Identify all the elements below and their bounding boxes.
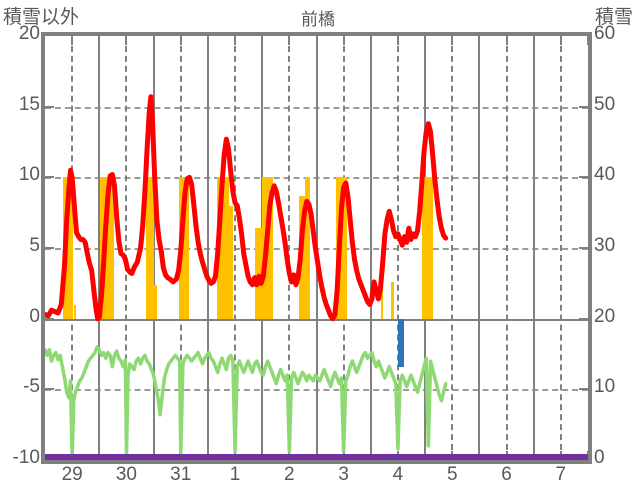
y-axis-tickmark [45,176,54,179]
right-axis-title: 積雪 [594,7,633,28]
day-boundary-gridline [478,36,481,460]
orange-bar [421,177,433,319]
red-line [42,94,449,322]
day-boundary-gridline [98,36,101,460]
x-axis-tickmark [125,36,128,45]
y-axis-label-right: 0 [594,447,605,468]
y-axis-tickmark [45,388,54,391]
y-axis-label-left: 10 [18,164,40,186]
y-axis-label-right: 10 [594,376,616,398]
y-axis-tickmark [45,105,54,108]
x-axis-tickmark [396,36,399,45]
day-boundary-gridline [206,36,209,460]
orange-bar [391,281,394,319]
x-axis-tickmark [71,36,74,45]
orange-bar [186,284,190,319]
day-boundary-gridline [152,36,155,460]
x-axis-label: 2 [284,464,295,485]
orange-bar [178,177,190,319]
y-axis-label-right: 40 [594,164,616,186]
x-axis-tickmark [234,36,237,45]
x-axis-label: 5 [446,464,458,485]
half-day-gridline [125,36,128,460]
orange-bar [73,304,77,319]
left-axis-title: 積雪以外 [3,7,80,28]
y-axis-label-right: 20 [594,305,616,327]
orange-bar [216,177,229,319]
y-axis-label-left: -10 [12,447,40,468]
orange-bar [62,177,74,319]
half-day-gridline [451,36,454,460]
orange-bar [228,205,233,319]
series-layer [42,94,449,459]
blue-bar [397,318,405,367]
x-axis-label: 7 [555,464,567,485]
x-axis-tickmark [288,36,291,45]
half-day-gridline [234,36,237,460]
orange-bar [254,228,263,319]
orange-bar [153,284,157,319]
half-day-gridline [505,36,508,460]
half-day-gridline [559,36,562,460]
y-axis-label-left: 20 [18,23,40,44]
x-axis-label: 29 [61,464,83,485]
y-axis-label-left: 5 [29,235,40,256]
snow-depth-baseline [45,454,588,460]
y-axis-tickmark [579,176,588,179]
y-axis-tickmark [579,388,588,391]
y-axis-tickmark [579,105,588,108]
y-axis-tickmark [45,317,54,320]
orange-bar [342,248,345,319]
y-axis-tickmark [45,247,54,249]
x-axis-label: 3 [338,464,349,485]
y-axis-label-left: 0 [29,305,40,327]
orange-bar [145,177,154,319]
y-axis-label-right: 30 [594,235,616,256]
y-axis-tickmark [579,317,588,320]
x-axis-label: 30 [115,464,137,485]
y-axis-label-right: 60 [594,23,616,44]
x-axis-label: 4 [392,464,404,485]
day-boundary-gridline [532,36,535,460]
orange-bar [304,177,310,319]
day-boundary-gridline [369,36,372,460]
x-axis-tickmark [559,36,562,45]
page-title: 前橋 [301,10,335,29]
x-axis-tickmark [505,36,508,45]
half-day-gridline [288,36,291,460]
plot-area [42,36,589,460]
x-axis-label: 6 [501,464,512,485]
x-axis-label: 31 [170,464,192,485]
x-axis-tickmark [342,36,345,45]
y-axis-label-left: -5 [23,376,40,398]
x-axis-label: 1 [229,464,241,485]
y-axis-label-right: 50 [594,93,616,115]
y-axis-label-left: 15 [18,93,40,115]
y-axis-tickmark [579,247,588,249]
x-axis-tickmark [179,36,182,45]
orange-bar [68,233,71,319]
green-line [43,345,448,459]
x-axis-tickmark [451,36,454,45]
orange-bar [427,225,430,319]
half-day-gridline [396,36,399,460]
